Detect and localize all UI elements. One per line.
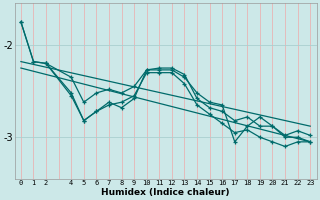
X-axis label: Humidex (Indice chaleur): Humidex (Indice chaleur): [101, 188, 230, 197]
